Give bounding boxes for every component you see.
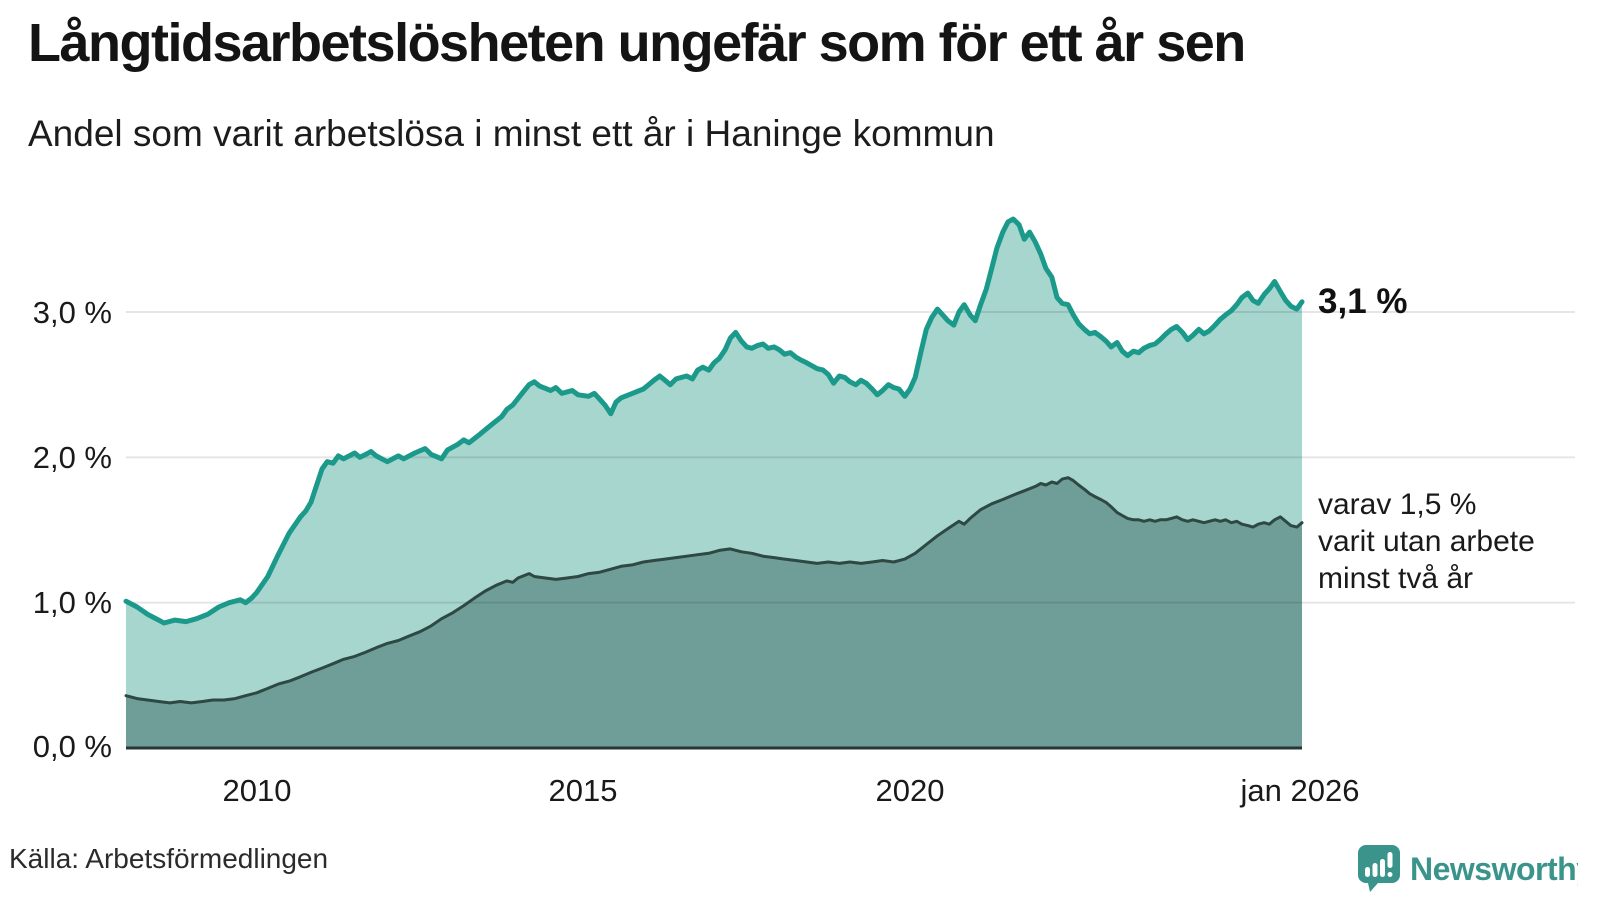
x-tick-jan-2026: jan 2026 (1240, 773, 1360, 808)
y-tick-label-0: 0,0 % (32, 729, 112, 764)
subset-value-label: varav 1,5 % varit utan arbete minst två … (1318, 488, 1535, 595)
x-tick-2010: 2010 (222, 773, 292, 808)
chart-lines (123, 216, 1305, 705)
x-tick-2015: 2015 (548, 773, 618, 808)
latest-value-label: 3,1 % (1318, 282, 1408, 321)
source-note: Källa: Arbetsförmedlingen (9, 843, 329, 874)
x-tick-2020: 2020 (875, 773, 945, 808)
chart-area-fills (126, 219, 1302, 748)
line-total (123, 216, 1305, 626)
area-subset (126, 477, 1302, 748)
speech-bubble-bar-chart-icon (1358, 845, 1400, 892)
newsworthy-logo: Newsworthy (1358, 845, 1578, 892)
newsworthy-wordmark: Newsworthy (1410, 851, 1578, 887)
line-subset (124, 476, 1304, 705)
page-subtitle: Andel som varit arbetslösa i minst ett å… (28, 113, 995, 154)
y-tick-label-2: 2,0 % (32, 440, 112, 475)
y-tick-label-3: 3,0 % (32, 295, 112, 330)
page-title: Långtidsarbetslösheten ungefär som för e… (28, 13, 1246, 73)
y-tick-label-1: 1,0 % (32, 585, 112, 620)
chart-gridlines (126, 311, 1575, 604)
